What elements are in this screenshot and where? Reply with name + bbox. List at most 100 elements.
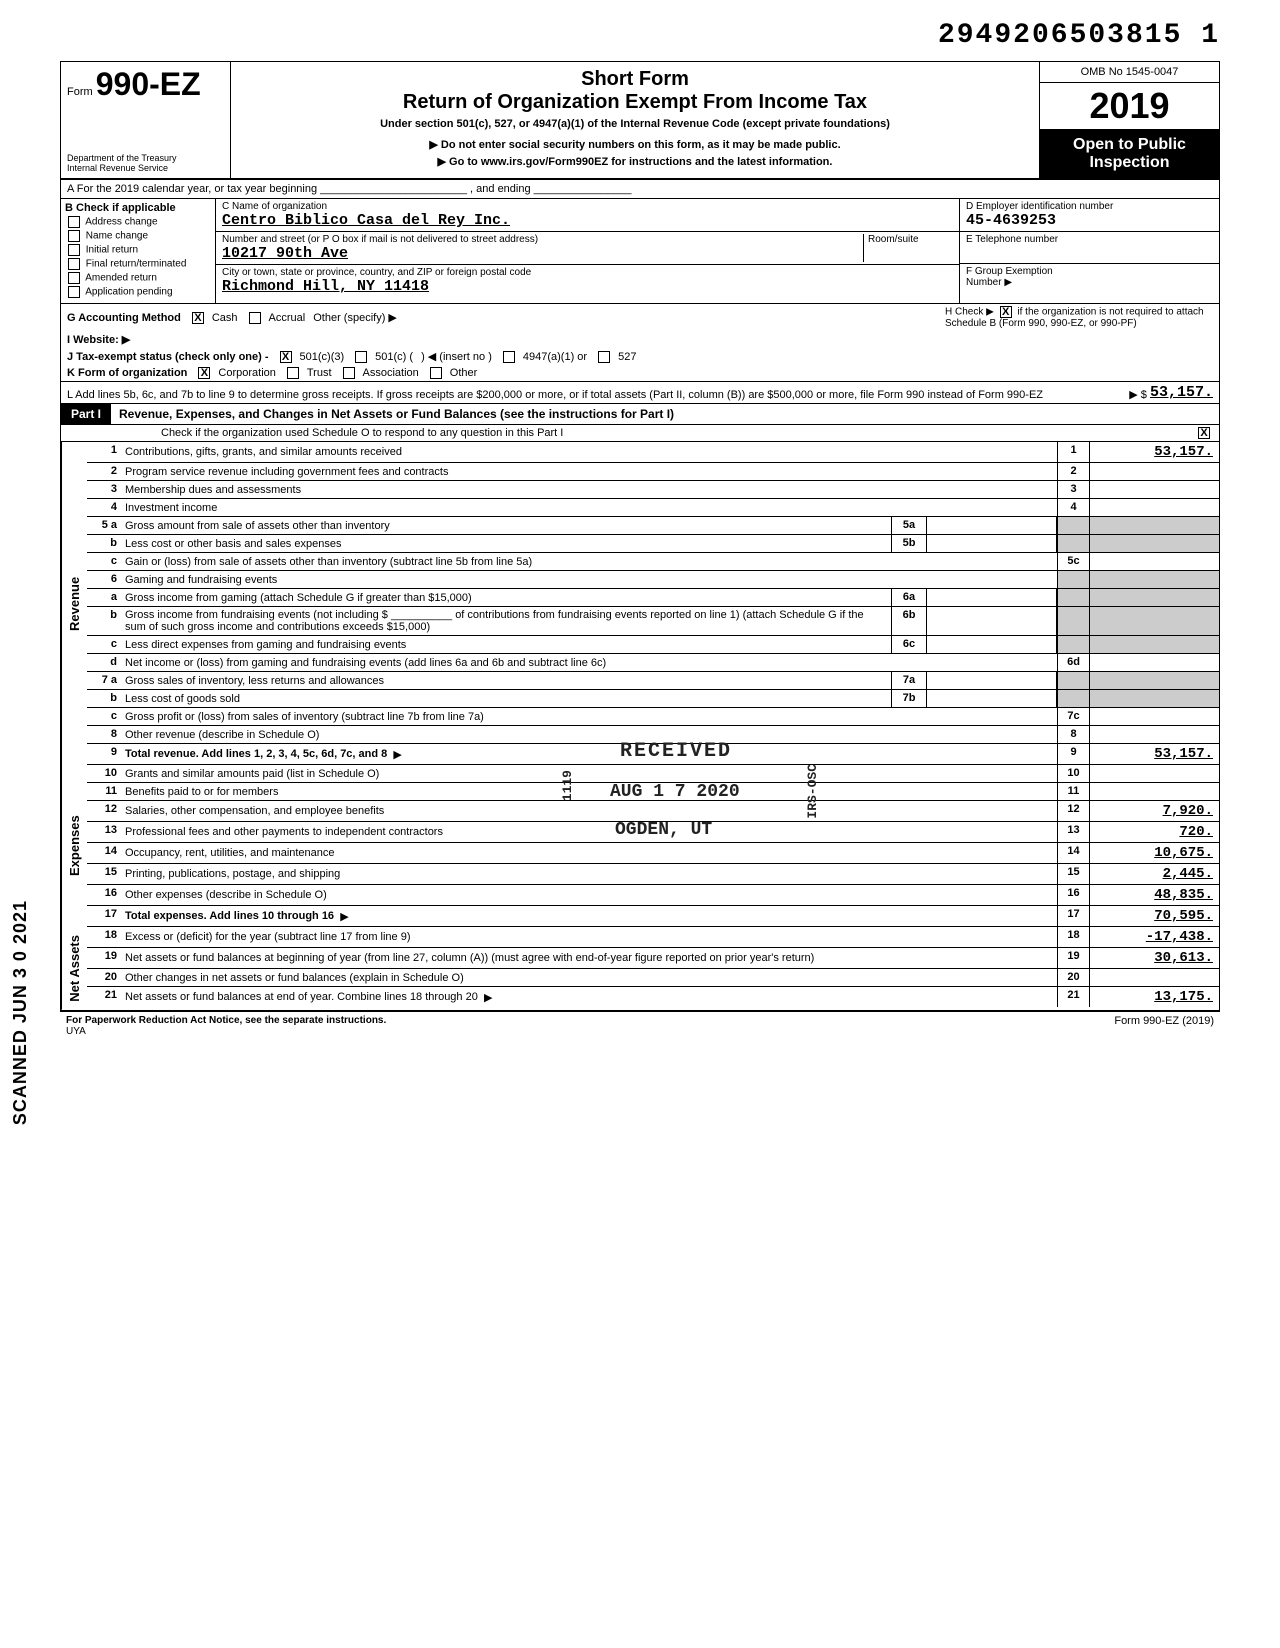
chk-address-change[interactable]: Address change bbox=[65, 216, 211, 228]
line-6b-desc: Gross income from fundraising events (no… bbox=[121, 607, 891, 635]
row-l: L Add lines 5b, 6c, and 7b to line 9 to … bbox=[60, 382, 1220, 404]
line-9-val: 53,157. bbox=[1089, 744, 1219, 764]
form-number: 990-EZ bbox=[96, 66, 201, 102]
gross-receipts: 53,157. bbox=[1150, 384, 1213, 401]
chk-final-return[interactable]: Final return/terminated bbox=[65, 258, 211, 270]
line-4-num: 4 bbox=[87, 499, 121, 516]
chk-cash[interactable] bbox=[192, 312, 204, 324]
line-7c-desc: Gross profit or (loss) from sales of inv… bbox=[121, 708, 1057, 725]
line-9-rnum: 9 bbox=[1057, 744, 1089, 764]
line-1-num: 1 bbox=[87, 442, 121, 462]
chk-trust[interactable] bbox=[287, 367, 299, 379]
label-accrual: Accrual bbox=[269, 312, 306, 324]
line-5a-val bbox=[1089, 517, 1219, 534]
line-13-desc: Professional fees and other payments to … bbox=[121, 822, 1057, 842]
label-room: Room/suite bbox=[868, 234, 919, 245]
line-7a-rnum bbox=[1057, 672, 1089, 689]
line-6d-rnum: 6d bbox=[1057, 654, 1089, 671]
label-trust: Trust bbox=[307, 367, 332, 379]
line-5c-desc: Gain or (loss) from sale of assets other… bbox=[121, 553, 1057, 570]
line-4-val bbox=[1089, 499, 1219, 516]
chk-initial-return[interactable]: Initial return bbox=[65, 244, 211, 256]
line-19-desc: Net assets or fund balances at beginning… bbox=[121, 948, 1057, 968]
line-21-val: 13,175. bbox=[1089, 987, 1219, 1007]
line-6a-mid: 6a bbox=[891, 589, 927, 606]
line-1-rnum: 1 bbox=[1057, 442, 1089, 462]
line-17-desc: Total expenses. Add lines 10 through 16 bbox=[125, 910, 334, 922]
part-1-title: Revenue, Expenses, and Changes in Net As… bbox=[111, 404, 1219, 424]
city-state-zip: Richmond Hill, NY 11418 bbox=[222, 278, 953, 295]
dept-line2: Internal Revenue Service bbox=[67, 164, 224, 174]
form-id-block: Form 990-EZ Department of the Treasury I… bbox=[61, 62, 231, 178]
chk-corporation[interactable] bbox=[198, 367, 210, 379]
label-other-org: Other bbox=[450, 367, 478, 379]
omb-number: OMB No 1545-0047 bbox=[1040, 62, 1219, 83]
form-note-1: Do not enter social security numbers on … bbox=[239, 138, 1031, 151]
side-label-expenses: Expenses bbox=[61, 765, 87, 927]
form-title-block: Short Form Return of Organization Exempt… bbox=[231, 62, 1039, 178]
chk-association[interactable] bbox=[343, 367, 355, 379]
line-21-num: 21 bbox=[87, 987, 121, 1007]
chk-application-pending[interactable]: Application pending bbox=[65, 286, 211, 298]
revenue-section: Revenue 1Contributions, gifts, grants, a… bbox=[60, 442, 1220, 765]
row-l-text: L Add lines 5b, 6c, and 7b to line 9 to … bbox=[67, 389, 1043, 401]
line-6a-midval bbox=[927, 589, 1057, 606]
line-17-val: 70,595. bbox=[1089, 906, 1219, 926]
line-6a-desc: Gross income from gaming (attach Schedul… bbox=[121, 589, 891, 606]
line-15-val: 2,445. bbox=[1089, 864, 1219, 884]
row-l-arrow: ▶ $ bbox=[1129, 388, 1147, 401]
line-18-num: 18 bbox=[87, 927, 121, 947]
line-6c-num: c bbox=[87, 636, 121, 653]
line-5c-num: c bbox=[87, 553, 121, 570]
part-1-tag: Part I bbox=[61, 404, 111, 424]
line-3-num: 3 bbox=[87, 481, 121, 498]
label-street: Number and street (or P O box if mail is… bbox=[222, 234, 538, 245]
line-19-num: 19 bbox=[87, 948, 121, 968]
part-1-sub-text: Check if the organization used Schedule … bbox=[161, 427, 563, 439]
chk-amended-return[interactable]: Amended return bbox=[65, 272, 211, 284]
line-12-val: 7,920. bbox=[1089, 801, 1219, 821]
section-bcdef: B Check if applicable Address change Nam… bbox=[60, 199, 1220, 304]
chk-4947a1[interactable] bbox=[503, 351, 515, 363]
line-5a-desc: Gross amount from sale of assets other t… bbox=[121, 517, 891, 534]
line-7a-midval bbox=[927, 672, 1057, 689]
chk-name-change[interactable]: Name change bbox=[65, 230, 211, 242]
line-4-desc: Investment income bbox=[121, 499, 1057, 516]
label-k: K Form of organization bbox=[67, 367, 187, 379]
line-7a-val bbox=[1089, 672, 1219, 689]
label-cash: Cash bbox=[212, 312, 238, 324]
chk-accrual[interactable] bbox=[249, 312, 261, 324]
chk-schedule-b[interactable] bbox=[1000, 306, 1012, 318]
column-def: D Employer identification number 45-4639… bbox=[959, 199, 1219, 303]
footer-paperwork: For Paperwork Reduction Act Notice, see … bbox=[66, 1015, 386, 1026]
label-other-method: Other (specify) ▶ bbox=[313, 311, 397, 324]
chk-501c3[interactable] bbox=[280, 351, 292, 363]
line-1-desc: Contributions, gifts, grants, and simila… bbox=[121, 442, 1057, 462]
label-group-exemption-2: Number ▶ bbox=[966, 277, 1213, 288]
line-8-rnum: 8 bbox=[1057, 726, 1089, 743]
line-2-rnum: 2 bbox=[1057, 463, 1089, 480]
side-label-revenue: Revenue bbox=[61, 442, 87, 765]
line-1-val: 53,157. bbox=[1089, 442, 1219, 462]
line-21-rnum: 21 bbox=[1057, 987, 1089, 1007]
line-16-val: 48,835. bbox=[1089, 885, 1219, 905]
line-19-rnum: 19 bbox=[1057, 948, 1089, 968]
label-h: H Check ▶ bbox=[945, 307, 994, 318]
chk-other-org[interactable] bbox=[430, 367, 442, 379]
line-5b-val bbox=[1089, 535, 1219, 552]
label-insert-no: ) ◀ (insert no ) bbox=[421, 350, 492, 363]
line-20-desc: Other changes in net assets or fund bala… bbox=[121, 969, 1057, 986]
line-5a-rnum bbox=[1057, 517, 1089, 534]
chk-501c[interactable] bbox=[355, 351, 367, 363]
chk-527[interactable] bbox=[598, 351, 610, 363]
label-city: City or town, state or province, country… bbox=[222, 267, 531, 278]
line-12-num: 12 bbox=[87, 801, 121, 821]
line-5a-midval bbox=[927, 517, 1057, 534]
line-7b-midval bbox=[927, 690, 1057, 707]
label-501c: 501(c) ( bbox=[375, 351, 413, 363]
line-6a-num: a bbox=[87, 589, 121, 606]
line-6b-num: b bbox=[87, 607, 121, 635]
open-to-public: Open to Public Inspection bbox=[1040, 130, 1219, 178]
chk-schedule-o[interactable] bbox=[1198, 427, 1210, 439]
line-11-val bbox=[1089, 783, 1219, 800]
